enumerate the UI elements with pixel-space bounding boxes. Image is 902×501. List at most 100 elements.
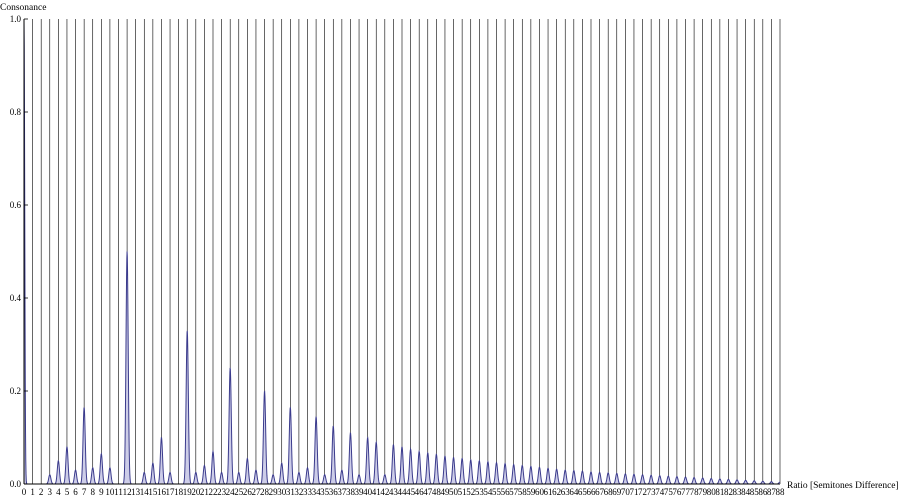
y-tick-labels: 0.0 0.2 0.4 0.6 0.8 1.0: [10, 14, 28, 489]
x-tick-label: 87: [767, 487, 777, 497]
x-tick-label: 35: [320, 487, 330, 497]
y-tick-label: 0.8: [10, 107, 22, 117]
x-tick-label: 82: [724, 487, 733, 497]
x-tick-label: 33: [303, 487, 313, 497]
x-tick-label: 60: [535, 487, 545, 497]
x-tick-label: 46: [415, 487, 425, 497]
x-tick-label: 56: [501, 487, 511, 497]
x-tick-label: 10: [105, 487, 115, 497]
x-tick-label: 72: [638, 487, 647, 497]
x-tick-label: 85: [750, 487, 760, 497]
x-tick-label: 28: [260, 487, 270, 497]
x-tick-label: 34: [312, 487, 322, 497]
x-tick-label: 14: [140, 487, 150, 497]
y-tick-label: 0.0: [10, 479, 22, 489]
x-tick-label: 30: [277, 487, 287, 497]
y-tick-label: 0.4: [10, 293, 22, 303]
x-tick-label: 52: [466, 487, 475, 497]
x-tick-label: 24: [226, 487, 236, 497]
x-tick-label: 76: [672, 487, 682, 497]
x-axis-label: Ratio [Semitones Difference]: [787, 480, 899, 491]
x-tick-label: 42: [380, 487, 389, 497]
x-tick-label: 73: [647, 487, 657, 497]
x-tick-label: 17: [166, 487, 176, 497]
x-tick-label: 21: [200, 487, 209, 497]
x-tick-label: 12: [123, 487, 132, 497]
x-tick-label: 13: [131, 487, 141, 497]
x-tick-label: 64: [569, 487, 579, 497]
x-tick-label: 45: [406, 487, 416, 497]
x-tick-label: 48: [432, 487, 442, 497]
x-tick-label: 5: [65, 487, 70, 497]
x-tick-label: 15: [148, 487, 158, 497]
x-tick-label: 31: [286, 487, 295, 497]
axes: [23, 19, 780, 485]
x-tick-label: 27: [251, 487, 261, 497]
x-tick-label: 38: [346, 487, 356, 497]
x-tick-label: 16: [157, 487, 167, 497]
x-tick-label: 11: [114, 487, 123, 497]
x-tick-label: 83: [733, 487, 743, 497]
x-tick-label: 74: [655, 487, 665, 497]
x-tick-label: 84: [741, 487, 751, 497]
x-tick-label: 2: [39, 487, 44, 497]
x-tick-label: 88: [776, 487, 786, 497]
x-tick-label: 65: [578, 487, 588, 497]
x-tick-label: 86: [758, 487, 768, 497]
x-tick-label: 40: [363, 487, 373, 497]
x-tick-label: 62: [552, 487, 561, 497]
x-tick-label: 69: [612, 487, 622, 497]
x-tick-label: 7: [82, 487, 87, 497]
x-tick-label: 61: [544, 487, 553, 497]
x-tick-label: 44: [398, 487, 408, 497]
x-tick-label: 18: [174, 487, 184, 497]
x-tick-label: 26: [243, 487, 253, 497]
x-tick-label: 54: [483, 487, 493, 497]
x-tick-label: 80: [707, 487, 717, 497]
x-tick-label: 67: [595, 487, 605, 497]
x-tick-label: 4: [56, 487, 61, 497]
x-tick-label: 43: [389, 487, 399, 497]
x-tick-label: 1: [30, 487, 35, 497]
y-tick-label: 1.0: [10, 14, 22, 24]
x-tick-label: 37: [337, 487, 347, 497]
x-tick-label: 9: [99, 487, 104, 497]
x-tick-label: 47: [423, 487, 433, 497]
x-tick-labels: 0 1 2 3 4 5 6 7 8 9 10 11 12 13 14 15 16 17 18 19 20 21 22 23 24…: [22, 487, 785, 497]
x-tick-label: 41: [372, 487, 381, 497]
x-tick-label: 19: [183, 487, 193, 497]
y-tick-label: 0.6: [10, 200, 22, 210]
x-tick-label: 81: [715, 487, 724, 497]
x-tick-label: 29: [269, 487, 279, 497]
x-tick-label: 70: [621, 487, 631, 497]
x-tick-label: 25: [234, 487, 244, 497]
x-tick-label: 20: [191, 487, 201, 497]
x-tick-label: 78: [690, 487, 700, 497]
x-tick-label: 36: [329, 487, 339, 497]
x-tick-label: 59: [526, 487, 536, 497]
x-tick-label: 0: [22, 487, 27, 497]
x-tick-label: 8: [90, 487, 95, 497]
x-tick-label: 3: [48, 487, 53, 497]
x-tick-label: 51: [458, 487, 467, 497]
y-axis-label: Consonance: [0, 3, 46, 13]
x-tick-label: 53: [475, 487, 485, 497]
x-tick-label: 63: [561, 487, 571, 497]
x-tick-label: 50: [449, 487, 459, 497]
x-tick-label: 22: [209, 487, 218, 497]
x-tick-label: 58: [518, 487, 528, 497]
x-tick-label: 68: [604, 487, 614, 497]
y-tick-label: 0.2: [10, 386, 21, 396]
x-tick-label: 75: [664, 487, 674, 497]
x-tick-label: 39: [355, 487, 365, 497]
x-tick-label: 79: [698, 487, 708, 497]
x-tick-label: 77: [681, 487, 691, 497]
x-tick-label: 23: [217, 487, 227, 497]
x-tick-label: 55: [492, 487, 502, 497]
x-tick-label: 57: [509, 487, 519, 497]
x-tick-label: 71: [629, 487, 638, 497]
x-tick-label: 32: [294, 487, 303, 497]
x-tick-label: 6: [73, 487, 78, 497]
x-tick-label: 49: [440, 487, 450, 497]
